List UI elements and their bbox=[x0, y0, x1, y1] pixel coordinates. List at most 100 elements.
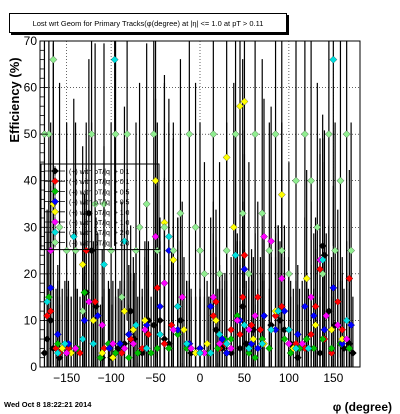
data-point bbox=[318, 256, 327, 264]
legend-marker bbox=[51, 238, 59, 247]
data-point bbox=[98, 321, 107, 329]
data-point bbox=[238, 209, 247, 218]
data-point bbox=[338, 339, 347, 348]
data-point bbox=[227, 344, 235, 353]
legend-marker bbox=[51, 218, 59, 226]
data-point bbox=[304, 344, 313, 353]
legend-marker bbox=[51, 187, 59, 196]
y-axis-label: Efficiency (%) bbox=[7, 57, 22, 142]
data-point bbox=[309, 311, 318, 320]
data-point bbox=[256, 325, 265, 334]
data-point bbox=[251, 130, 259, 138]
data-point bbox=[62, 349, 71, 357]
data-markers bbox=[40, 55, 357, 362]
data-point bbox=[238, 293, 247, 301]
data-point bbox=[347, 321, 355, 329]
data-point bbox=[43, 297, 51, 306]
data-point bbox=[276, 316, 284, 325]
data-point bbox=[111, 130, 120, 138]
data-point bbox=[285, 325, 293, 334]
data-point bbox=[302, 335, 311, 343]
x-tick-label: 0 bbox=[197, 371, 204, 385]
data-point bbox=[293, 353, 302, 362]
data-point bbox=[212, 316, 220, 325]
data-point bbox=[91, 200, 99, 208]
data-point bbox=[191, 223, 200, 232]
data-point bbox=[298, 339, 307, 348]
data-point bbox=[229, 223, 238, 232]
data-point bbox=[126, 307, 135, 315]
data-point bbox=[311, 302, 320, 311]
legend-label: (+) with pT/|q| > 0.1 bbox=[69, 169, 130, 176]
legend-marker bbox=[51, 207, 59, 216]
data-point bbox=[141, 325, 149, 334]
data-point bbox=[271, 130, 280, 138]
y-tick-label: 30 bbox=[24, 220, 38, 234]
data-point bbox=[196, 246, 204, 255]
y-tick-label: 0 bbox=[30, 360, 37, 374]
data-point bbox=[169, 325, 178, 334]
data-point bbox=[206, 302, 215, 311]
y-tick-label: 70 bbox=[24, 34, 38, 48]
data-point bbox=[265, 246, 274, 255]
data-point bbox=[345, 274, 354, 283]
data-point bbox=[141, 316, 149, 325]
data-point bbox=[46, 316, 55, 325]
data-point bbox=[153, 344, 162, 353]
data-point bbox=[117, 293, 126, 301]
data-point bbox=[125, 353, 133, 362]
data-point bbox=[40, 349, 49, 357]
data-point bbox=[222, 153, 231, 162]
data-point bbox=[307, 176, 315, 185]
data-point bbox=[222, 349, 231, 357]
data-point bbox=[215, 330, 224, 339]
data-point bbox=[182, 339, 191, 348]
x-tick-label: −150 bbox=[53, 371, 80, 385]
data-point bbox=[156, 302, 164, 311]
x-tick-label: −100 bbox=[98, 371, 125, 385]
data-point bbox=[274, 307, 283, 315]
data-point bbox=[320, 325, 329, 334]
data-point bbox=[165, 344, 173, 353]
x-tick-label: 50 bbox=[238, 371, 252, 385]
data-point bbox=[285, 270, 293, 278]
data-point bbox=[206, 349, 215, 357]
data-point bbox=[347, 246, 355, 255]
data-point bbox=[178, 293, 187, 301]
data-point bbox=[253, 344, 262, 353]
data-point bbox=[78, 335, 87, 343]
data-point bbox=[215, 339, 224, 348]
data-point bbox=[267, 325, 275, 334]
legend-label: (−) with pT/|q| > 0.1 bbox=[69, 179, 130, 186]
data-point bbox=[277, 246, 286, 255]
data-point bbox=[55, 353, 64, 362]
data-point bbox=[342, 335, 351, 343]
data-point bbox=[227, 335, 235, 343]
y-tick-label: 50 bbox=[24, 127, 38, 141]
data-point bbox=[80, 288, 89, 297]
y-tick-label: 20 bbox=[24, 267, 38, 281]
y-tick-label: 40 bbox=[24, 174, 38, 188]
data-point bbox=[258, 209, 267, 218]
data-point bbox=[123, 130, 131, 138]
legend-marker bbox=[51, 167, 59, 175]
data-point bbox=[78, 307, 87, 315]
data-point bbox=[85, 297, 93, 306]
legend: (+) with pT/|q| > 0.1 (−) with pT/|q| > 0… bbox=[40, 163, 160, 251]
data-point bbox=[176, 316, 185, 325]
data-point bbox=[215, 270, 224, 278]
legend-marker bbox=[51, 228, 59, 237]
chart-title: Lost wrt Geom for Primary Tracks(φ(degre… bbox=[9, 13, 287, 33]
data-point bbox=[203, 339, 211, 348]
data-point bbox=[311, 321, 320, 329]
data-point bbox=[169, 256, 178, 264]
data-point bbox=[160, 279, 169, 287]
axis-ticks: −150 −100 −50 0 50 100 150 0 10 20 30 40 50 60 70 bbox=[24, 34, 352, 385]
data-point bbox=[92, 302, 100, 311]
data-point bbox=[149, 321, 158, 329]
data-point bbox=[87, 130, 96, 138]
data-point bbox=[110, 55, 119, 64]
data-point bbox=[43, 335, 51, 343]
legend-label: (+) with pT/|q| > 0.5 bbox=[69, 189, 130, 196]
data-point bbox=[173, 302, 182, 311]
